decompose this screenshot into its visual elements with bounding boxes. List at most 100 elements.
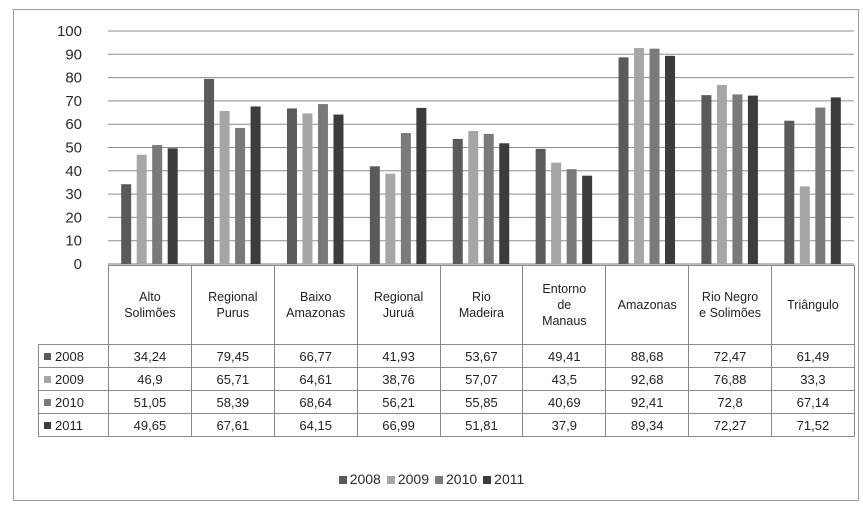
row-header: 2009 <box>39 368 109 391</box>
data-label: 72,47 <box>689 345 772 368</box>
data-label: 68,64 <box>274 391 357 414</box>
y-tick-label: 40 <box>65 163 82 180</box>
data-label: 37,9 <box>523 414 606 437</box>
category-label-line: Manaus <box>542 314 586 328</box>
legend-label: 2008 <box>350 471 381 487</box>
data-label: 89,34 <box>606 414 689 437</box>
legend: 2008 2009 2010 2011 <box>0 471 863 487</box>
bar-2008-0 <box>121 184 131 264</box>
bar-2009-1 <box>220 111 230 264</box>
series-swatch <box>44 422 51 429</box>
bar-2010-6 <box>650 49 660 264</box>
series-swatch <box>44 376 51 383</box>
y-tick-label: 90 <box>65 46 82 63</box>
table-row: 2011 49,65 67,61 64,15 66,99 51,81 37,9 89,34 72… <box>39 414 855 437</box>
bar-2011-0 <box>168 148 178 264</box>
bar-2010-8 <box>815 108 825 264</box>
table-corner <box>39 266 109 345</box>
legend-swatch <box>435 476 443 484</box>
bar-2011-7 <box>748 96 758 264</box>
bars <box>121 48 841 264</box>
data-label: 61,49 <box>772 345 855 368</box>
category-label-line: Regional <box>374 290 423 304</box>
bar-2010-7 <box>732 94 742 264</box>
category-label-line: Rio Negro <box>702 290 758 304</box>
legend-swatch <box>483 476 491 484</box>
legend-swatch <box>387 476 395 484</box>
bar-2008-4 <box>453 139 463 264</box>
data-label: 46,9 <box>109 368 192 391</box>
category-label: Amazonas <box>606 266 689 345</box>
bar-2009-4 <box>468 131 478 264</box>
y-tick-label: 100 <box>57 23 82 40</box>
data-label: 66,77 <box>274 345 357 368</box>
bar-2010-2 <box>318 104 328 264</box>
bar-2010-3 <box>401 133 411 264</box>
category-label-line: e Solimões <box>699 306 761 320</box>
bar-2011-5 <box>582 176 592 264</box>
category-label-line: Alto <box>139 290 161 304</box>
y-tick-label: 20 <box>65 209 82 226</box>
data-label: 65,71 <box>191 368 274 391</box>
data-label: 34,24 <box>109 345 192 368</box>
category-label-line: Entorno <box>542 282 586 296</box>
data-label: 76,88 <box>689 368 772 391</box>
category-label-line: Baixo <box>300 290 331 304</box>
series-swatch <box>44 399 51 406</box>
category-label: Entorno de Manaus <box>523 266 606 345</box>
category-label: Rio Negro e Solimões <box>689 266 772 345</box>
data-label: 41,93 <box>357 345 440 368</box>
bar-2009-6 <box>634 48 644 264</box>
bar-2008-2 <box>287 108 297 264</box>
category-label-line: Regional <box>208 290 257 304</box>
category-label-line: Triângulo <box>787 298 839 312</box>
series-name: 2009 <box>55 372 84 387</box>
data-label: 72,27 <box>689 414 772 437</box>
bar-2008-1 <box>204 79 214 264</box>
series-swatch <box>44 353 51 360</box>
category-label: Regional Purus <box>191 266 274 345</box>
bar-2008-8 <box>784 121 794 264</box>
y-tick-label: 70 <box>65 93 82 110</box>
bar-2008-5 <box>536 149 546 264</box>
data-label: 33,3 <box>772 368 855 391</box>
data-label: 49,65 <box>109 414 192 437</box>
data-label: 55,85 <box>440 391 523 414</box>
bar-2011-3 <box>416 108 426 264</box>
table-row: 2009 46,9 65,71 64,61 38,76 57,07 43,5 92,68 76,… <box>39 368 855 391</box>
data-label: 66,99 <box>357 414 440 437</box>
bar-2010-0 <box>152 145 162 264</box>
data-label: 67,14 <box>772 391 855 414</box>
category-label-line: Rio <box>472 290 491 304</box>
data-label: 67,61 <box>191 414 274 437</box>
bar-2011-4 <box>499 143 509 264</box>
data-label: 43,5 <box>523 368 606 391</box>
bar-2011-8 <box>831 97 841 264</box>
table-row: 2010 51,05 58,39 68,64 56,21 55,85 40,69 92,41 7… <box>39 391 855 414</box>
category-label-line: Juruá <box>383 306 414 320</box>
category-label-line: Madeira <box>459 306 504 320</box>
table-header-row: Alto Solimões Regional Purus Baixo Amazonas Re… <box>39 266 855 345</box>
legend-item: 2011 <box>483 471 524 487</box>
legend-item: 2009 <box>387 471 429 487</box>
data-label: 53,67 <box>440 345 523 368</box>
bar-2009-2 <box>302 113 312 264</box>
data-label: 51,81 <box>440 414 523 437</box>
data-label: 92,41 <box>606 391 689 414</box>
bar-2010-5 <box>567 169 577 264</box>
data-label: 92,68 <box>606 368 689 391</box>
category-label: Rio Madeira <box>440 266 523 345</box>
bar-2009-8 <box>800 186 810 264</box>
category-label-line: de <box>557 298 571 312</box>
row-header: 2011 <box>39 414 109 437</box>
y-tick-label: 60 <box>65 116 82 133</box>
series-name: 2010 <box>55 395 84 410</box>
data-label: 79,45 <box>191 345 274 368</box>
bar-2009-5 <box>551 163 561 264</box>
data-label: 72,8 <box>689 391 772 414</box>
legend-label: 2011 <box>494 471 524 487</box>
y-axis-ticks: 0 10 20 30 40 50 60 70 80 90 100 <box>57 23 82 273</box>
bar-2008-3 <box>370 166 380 264</box>
row-header: 2010 <box>39 391 109 414</box>
legend-item: 2010 <box>435 471 477 487</box>
